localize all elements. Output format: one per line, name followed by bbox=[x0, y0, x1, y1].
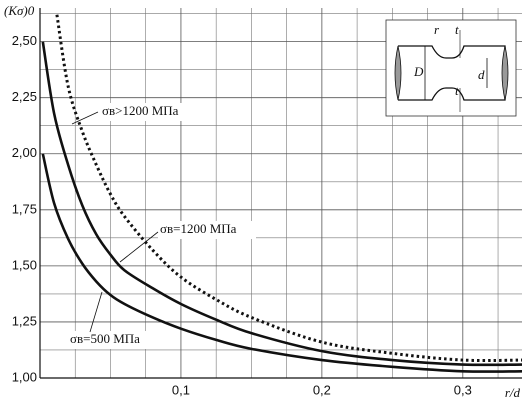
y-tick-label: 2,50 bbox=[12, 33, 37, 48]
label-bg bbox=[100, 103, 198, 121]
inset-diagram: r tD dt bbox=[385, 19, 517, 117]
inset-frame bbox=[385, 19, 517, 117]
inset-label: r bbox=[434, 22, 440, 37]
series-label: σв=1200 МПа bbox=[160, 221, 237, 236]
series-label: σв=500 МПа bbox=[70, 331, 140, 346]
curves bbox=[41, 14, 523, 373]
x-tick-label: 0,3 bbox=[454, 382, 472, 397]
leader-line bbox=[89, 291, 103, 333]
x-tick-label: 0,2 bbox=[313, 382, 331, 397]
curve bbox=[41, 153, 523, 373]
inset-label: t bbox=[455, 22, 459, 37]
inset-label: D bbox=[413, 64, 424, 79]
shaft-section bbox=[394, 45, 509, 101]
y-tick-label: 1,50 bbox=[12, 257, 37, 272]
leader-line bbox=[119, 231, 159, 263]
y-tick-label: 2,00 bbox=[12, 145, 37, 160]
x-axis-label: r/d bbox=[505, 385, 521, 400]
labels: 0,1 0,2 0,3 1,00 1,25 1,50 1,75 2,00 2,25 2,50 (Kσ… bbox=[4, 3, 520, 400]
curve bbox=[41, 41, 523, 367]
inset-label: d bbox=[478, 67, 485, 82]
label-bg bbox=[158, 221, 256, 239]
series-label: σв>1200 МПа bbox=[102, 103, 179, 118]
y-tick-label: 1,75 bbox=[12, 201, 37, 216]
x-tick-label: 0,1 bbox=[172, 382, 190, 397]
inset-label: t bbox=[455, 83, 459, 98]
y-tick-label: 1,25 bbox=[12, 313, 37, 328]
label-bg bbox=[68, 331, 166, 349]
y-axis-label: (Kσ)0 bbox=[4, 3, 35, 18]
curve bbox=[55, 14, 523, 363]
y-tick-label: 2,25 bbox=[12, 89, 37, 104]
leader-line bbox=[71, 111, 99, 125]
y-tick-label: 1,00 bbox=[12, 369, 37, 384]
